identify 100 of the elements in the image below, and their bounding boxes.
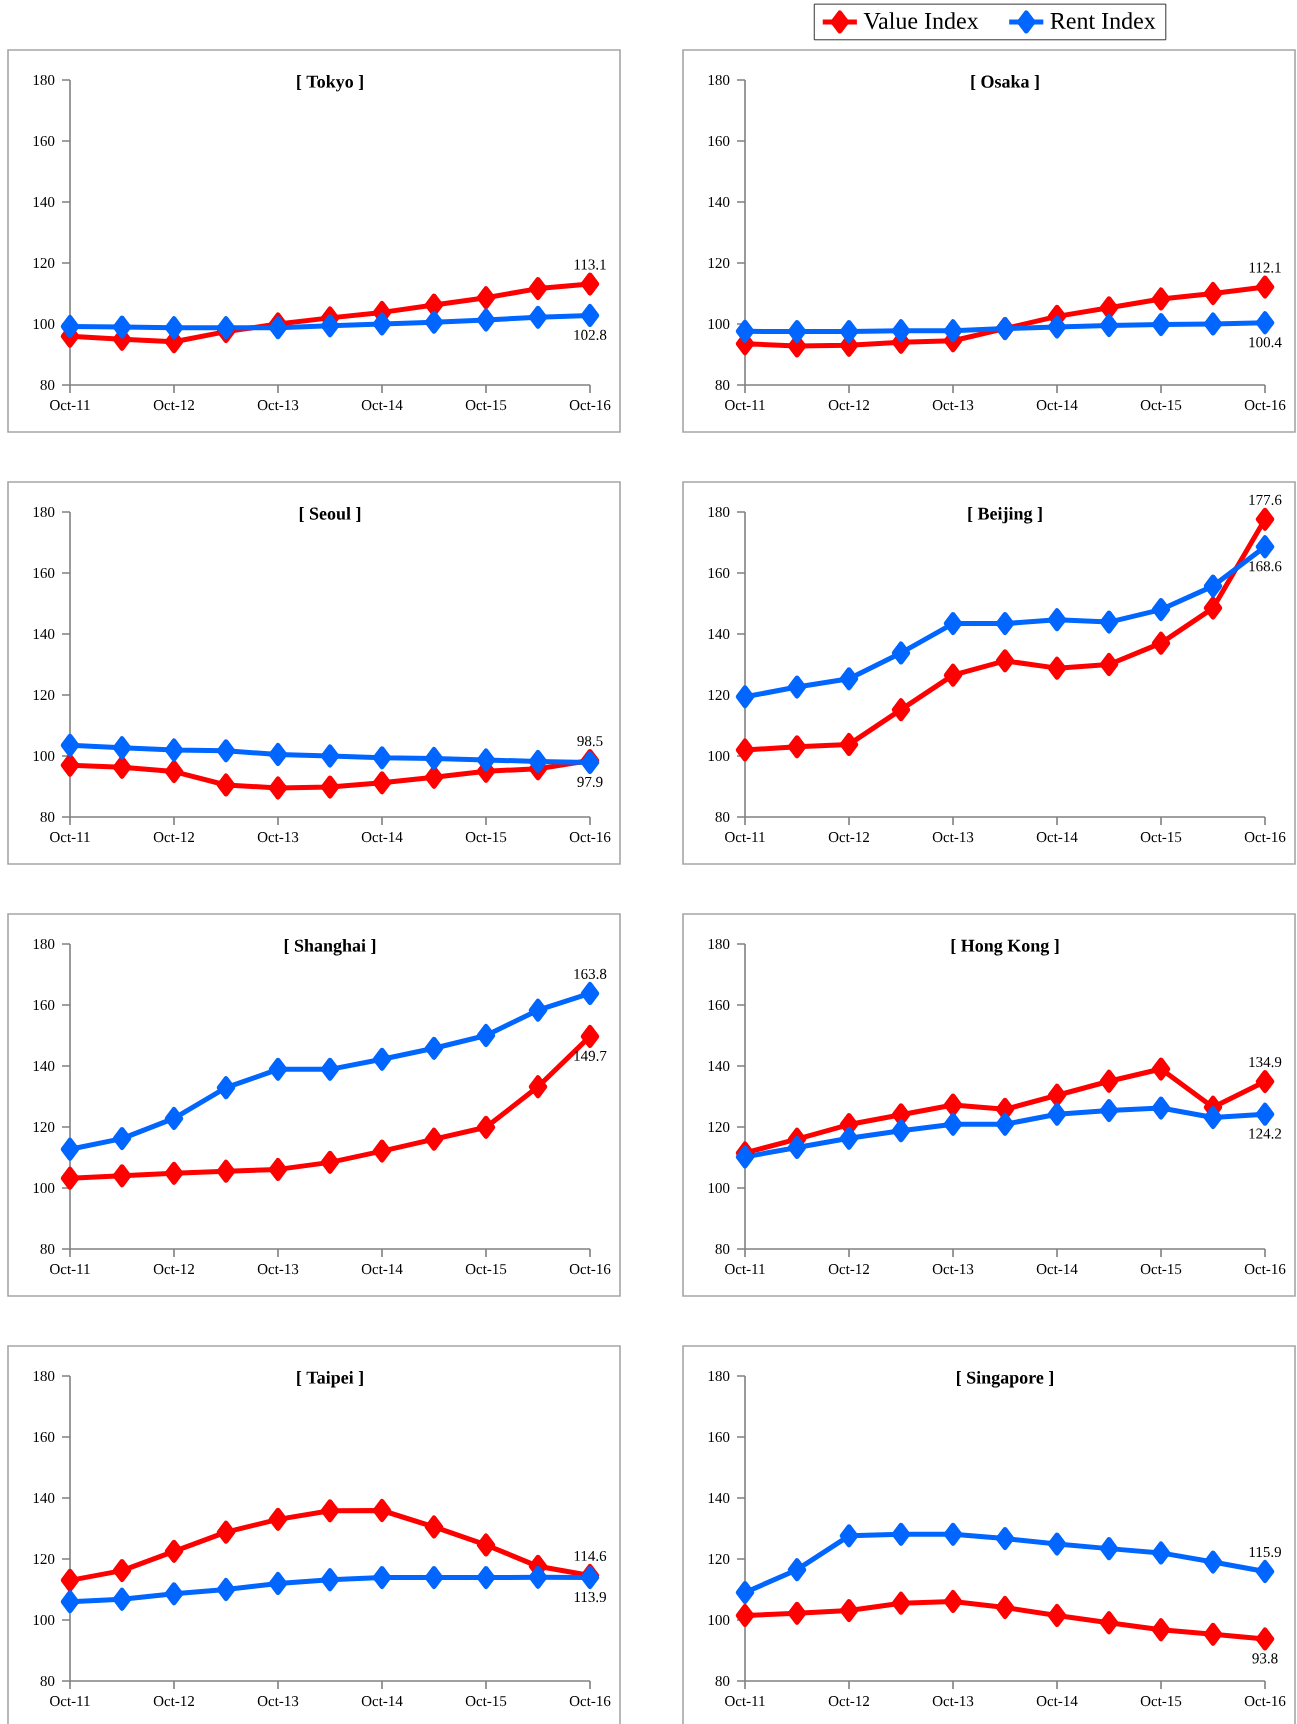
data-label: 163.8 [574, 968, 607, 980]
x-tick-label: Oct-15 [465, 1696, 507, 1707]
x-tick-label: Oct-16 [569, 832, 611, 843]
chart-title: [ Taipei ] [297, 1371, 363, 1388]
x-tick-label: Oct-13 [932, 1264, 974, 1275]
x-tick-label: Oct-11 [725, 1264, 765, 1275]
y-tick-label: 180 [33, 938, 55, 950]
x-tick-label: Oct-16 [569, 400, 611, 411]
x-tick-label: Oct-13 [932, 400, 974, 411]
y-tick-label: 80 [40, 1243, 55, 1255]
y-tick-label: 120 [708, 689, 730, 701]
y-tick-label: 160 [708, 1431, 730, 1443]
data-label: 114.6 [574, 1550, 607, 1562]
data-label: 124.2 [1249, 1128, 1282, 1139]
y-tick-label: 180 [708, 938, 730, 950]
x-tick-label: Oct-11 [725, 400, 765, 411]
x-tick-label: Oct-12 [828, 1696, 870, 1707]
chart-title: [ Singapore ] [957, 1371, 1054, 1388]
y-tick-label: 120 [708, 1121, 730, 1133]
y-tick-label: 140 [33, 1060, 55, 1072]
x-tick-label: Oct-16 [1244, 400, 1286, 411]
x-tick-label: Oct-14 [361, 400, 403, 411]
x-tick-label: Oct-12 [153, 400, 195, 411]
y-tick-label: 120 [33, 257, 55, 269]
y-tick-label: 80 [40, 1675, 55, 1687]
y-tick-label: 100 [708, 750, 730, 762]
x-tick-label: Oct-15 [1140, 832, 1182, 843]
x-tick-label: Oct-14 [1036, 1264, 1078, 1275]
y-tick-label: 100 [708, 318, 730, 330]
x-tick-label: Oct-15 [1140, 1696, 1182, 1707]
y-tick-label: 160 [708, 999, 730, 1011]
chart-title: [ Tokyo ] [297, 75, 363, 92]
x-tick-label: Oct-11 [50, 832, 90, 843]
data-label: 100.4 [1249, 337, 1282, 348]
x-tick-label: Oct-14 [1036, 832, 1078, 843]
x-tick-label: Oct-11 [725, 832, 765, 843]
y-tick-label: 140 [708, 1060, 730, 1072]
x-tick-label: Oct-16 [1244, 1696, 1286, 1707]
x-tick-label: Oct-11 [50, 1696, 90, 1707]
chart-title: [ Beijing ] [968, 507, 1042, 524]
x-tick-label: Oct-14 [361, 1696, 403, 1707]
x-tick-label: Oct-11 [725, 1696, 765, 1707]
y-tick-label: 80 [715, 811, 730, 823]
y-tick-label: 180 [708, 506, 730, 518]
chart-title: [ Hong Kong ] [951, 939, 1059, 956]
x-tick-label: Oct-13 [932, 832, 974, 843]
x-tick-label: Oct-16 [569, 1264, 611, 1275]
y-tick-label: 140 [33, 196, 55, 208]
data-label: 149.7 [574, 1050, 607, 1061]
y-tick-label: 160 [33, 567, 55, 579]
y-tick-label: 80 [715, 1243, 730, 1255]
chart-title: [ Seoul ] [299, 507, 361, 522]
chart-title: [ Shanghai ] [284, 939, 376, 956]
y-tick-label: 100 [708, 1614, 730, 1626]
x-tick-label: Oct-12 [828, 832, 870, 843]
y-tick-label: 120 [33, 689, 55, 701]
x-tick-label: Oct-16 [1244, 832, 1286, 843]
data-label: 113.1 [574, 259, 606, 270]
y-tick-label: 80 [40, 379, 55, 391]
x-tick-label: Oct-16 [1244, 1264, 1286, 1275]
x-tick-label: Oct-15 [465, 1264, 507, 1275]
y-tick-label: 140 [708, 628, 730, 640]
y-tick-label: 80 [715, 379, 730, 391]
y-tick-label: 120 [708, 257, 730, 269]
x-tick-label: Oct-11 [50, 400, 90, 411]
data-label: 168.6 [1249, 561, 1282, 572]
x-tick-label: Oct-12 [153, 832, 195, 843]
data-label: 98.5 [577, 735, 603, 747]
legend-label: Value Index [863, 12, 979, 30]
data-label: 112.1 [1249, 262, 1281, 273]
y-tick-label: 120 [708, 1553, 730, 1565]
y-tick-label: 160 [33, 999, 55, 1011]
x-tick-label: Oct-14 [1036, 1696, 1078, 1707]
x-tick-label: Oct-13 [257, 1264, 299, 1275]
x-tick-label: Oct-15 [1140, 1264, 1182, 1275]
y-tick-label: 100 [33, 1614, 55, 1626]
data-label: 102.8 [574, 329, 607, 341]
y-tick-label: 180 [33, 506, 55, 518]
data-label: 93.8 [1252, 1653, 1278, 1664]
x-tick-label: Oct-14 [1036, 400, 1078, 411]
y-tick-label: 180 [708, 74, 730, 86]
x-tick-label: Oct-13 [257, 1696, 299, 1707]
data-label: 97.9 [577, 776, 603, 787]
x-tick-label: Oct-15 [465, 832, 507, 843]
y-tick-label: 160 [33, 135, 55, 147]
y-tick-label: 100 [708, 1182, 730, 1194]
y-tick-label: 160 [708, 135, 730, 147]
y-tick-label: 180 [33, 74, 55, 86]
y-tick-label: 80 [715, 1675, 730, 1687]
y-tick-label: 120 [33, 1553, 55, 1565]
y-tick-label: 100 [33, 750, 55, 762]
x-tick-label: Oct-13 [257, 832, 299, 843]
y-tick-label: 140 [33, 1492, 55, 1504]
y-tick-label: 180 [708, 1370, 730, 1382]
y-tick-label: 120 [33, 1121, 55, 1133]
x-tick-label: Oct-14 [361, 832, 403, 843]
chart-title: [ Osaka ] [971, 75, 1039, 90]
x-tick-label: Oct-16 [569, 1696, 611, 1707]
data-label: 113.9 [574, 1592, 606, 1603]
y-tick-label: 100 [33, 318, 55, 330]
